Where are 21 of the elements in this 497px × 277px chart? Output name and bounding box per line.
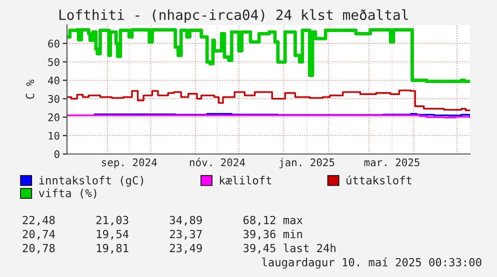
legend-label: inntaksloft (gC) (39, 176, 144, 187)
x-tick-label: nóv. 2024 (190, 158, 245, 166)
legend-label: kæliloft (220, 176, 272, 184)
text: 20,78 19,81 23,49 39,45 last 24h (22, 244, 336, 254)
text: 20,74 19,54 23,37 39,36 min (22, 230, 302, 240)
chart-title: Lofthiti - (nhapc-irca04) 24 klst meðaltal (59, 9, 408, 23)
y-tick-label: 50 (48, 58, 60, 66)
y-tick-label: 40 (48, 76, 60, 84)
y-tick-label: 60 (48, 40, 60, 48)
legend-label: úttaksloft (346, 175, 412, 184)
x-tick-label: sep. 2024 (102, 158, 157, 168)
y-tick-label: 20 (48, 113, 60, 122)
y-tick-label: 10 (48, 132, 60, 140)
x-tick-label: mar. 2025 (364, 158, 420, 166)
text: laugardagur 10. maí 2025 00:33:00 (262, 257, 482, 269)
y-axis-title: C % (26, 80, 34, 99)
y-tick-label: 30 (48, 94, 60, 103)
legend-label: vifta (%) (38, 188, 96, 199)
x-tick-label: jan. 2025 (280, 158, 334, 168)
y-tick-label: 0 (54, 150, 60, 158)
text: 22,48 21,03 34,89 68,12 max (22, 216, 303, 226)
